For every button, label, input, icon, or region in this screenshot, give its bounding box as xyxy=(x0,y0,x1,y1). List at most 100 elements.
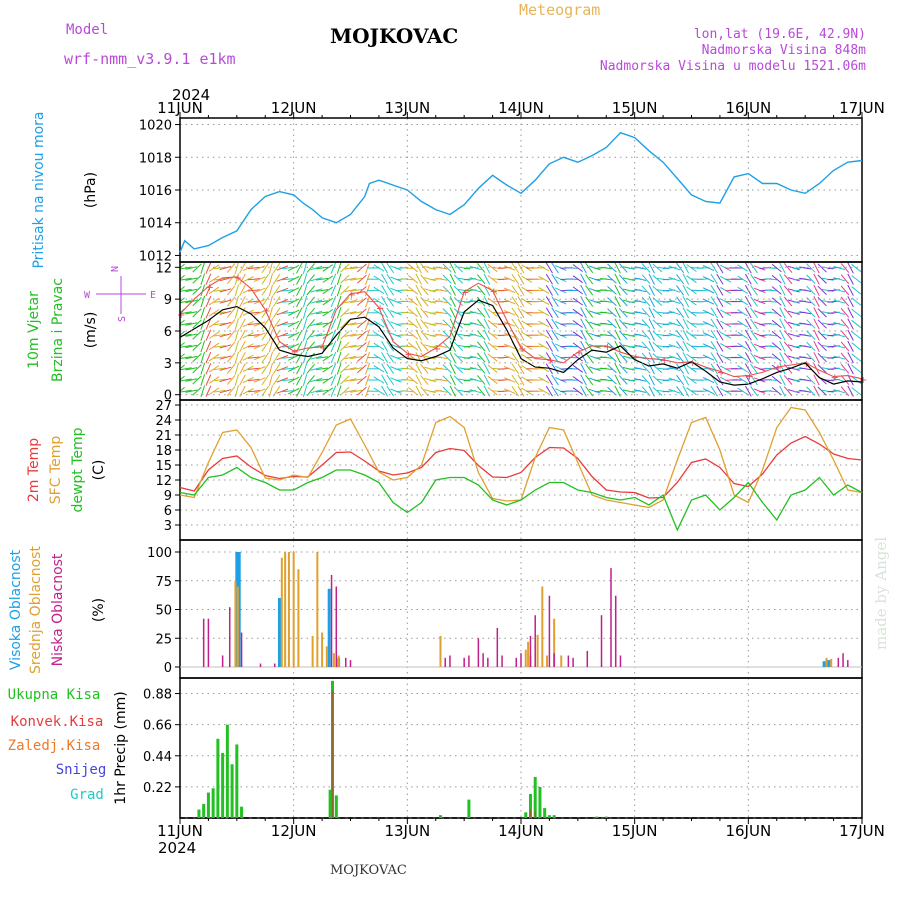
wind-barb xyxy=(356,297,367,306)
cloud-bar xyxy=(477,638,480,667)
wind-barb xyxy=(696,267,709,269)
wind-barb xyxy=(310,355,323,360)
wind-barb xyxy=(517,374,525,386)
wind-barb xyxy=(226,263,236,273)
cloud-bar xyxy=(524,649,527,667)
wind-barb xyxy=(682,296,690,308)
wind-barb xyxy=(817,285,827,295)
wind-barb xyxy=(420,285,429,296)
wind-barb xyxy=(253,276,266,282)
wind-barb xyxy=(813,329,820,341)
wind-barb xyxy=(442,263,452,273)
wind-barb xyxy=(306,274,315,285)
cloud-ylabel: (%) xyxy=(91,598,107,622)
wind-barb xyxy=(247,300,260,303)
wind-barb xyxy=(213,345,226,348)
wind-barb xyxy=(634,266,647,270)
wind-barb xyxy=(226,363,236,374)
wind-barb xyxy=(208,365,220,373)
cloud-bar xyxy=(847,660,849,667)
wind-barb xyxy=(600,378,613,382)
wind-tick-label: 9 xyxy=(164,293,172,308)
cloud-tick-label: 100 xyxy=(147,546,172,561)
wind-barb xyxy=(340,364,350,374)
wind-gust-marker: + xyxy=(433,344,441,355)
wind-barb xyxy=(302,306,308,319)
wind-barb xyxy=(806,341,816,352)
wind-barb xyxy=(771,286,782,295)
wind-barb xyxy=(316,311,329,315)
pressure-tick-label: 1012 xyxy=(139,249,172,264)
wind-barb xyxy=(652,364,663,374)
wind-barb xyxy=(702,332,715,339)
wind-barb xyxy=(572,353,583,362)
wind-barb xyxy=(442,308,452,318)
wind-barb xyxy=(420,341,429,352)
wind-barb xyxy=(449,363,456,375)
wind-barb xyxy=(799,344,812,348)
wind-barb xyxy=(833,288,846,293)
wind-barb xyxy=(442,386,452,396)
cloud-bar xyxy=(553,618,556,667)
wind-barb xyxy=(247,345,260,348)
wind-barb xyxy=(545,296,553,307)
wind-gust-marker: + xyxy=(575,348,583,359)
wind-barb xyxy=(676,318,685,330)
wind-barb xyxy=(545,374,553,386)
wind-barb xyxy=(799,333,812,337)
wind-barb xyxy=(607,364,617,374)
wind-barb xyxy=(336,318,342,330)
wind-barb xyxy=(469,366,482,371)
wind-barb xyxy=(503,377,516,383)
wind-barb xyxy=(817,364,827,374)
x-tick-label-top: 16JUN xyxy=(725,99,771,117)
wind-barb xyxy=(192,263,202,273)
wind-barb xyxy=(851,308,862,317)
wind-barb xyxy=(415,385,422,397)
wind-barb xyxy=(750,352,758,363)
wind-barb xyxy=(306,375,315,385)
wind-barb xyxy=(676,296,685,307)
wind-barb xyxy=(344,299,357,304)
cloud-bar xyxy=(345,657,347,667)
cloud-bar xyxy=(572,657,574,667)
wind-barb xyxy=(185,277,198,281)
temperature-tick-label: 21 xyxy=(155,429,172,444)
wind-barb xyxy=(180,389,192,393)
wind-barb xyxy=(851,331,862,340)
wind-barb xyxy=(676,352,685,363)
x-tick-label-top: 17JUN xyxy=(839,99,885,117)
wind-barb xyxy=(316,378,329,382)
wind-barb xyxy=(503,287,516,294)
cloud-bar xyxy=(827,660,831,667)
wind-barb xyxy=(234,362,239,375)
wind-barb xyxy=(551,341,559,352)
wind-barb xyxy=(607,386,617,396)
wind-barb xyxy=(356,353,367,362)
wind-barb xyxy=(234,284,239,297)
wind-barb xyxy=(614,262,621,274)
wind-barb xyxy=(702,309,715,316)
wind-barb xyxy=(435,311,448,315)
wind-barb xyxy=(648,307,655,319)
wind-barb xyxy=(618,341,628,352)
wind-barb xyxy=(386,341,395,352)
wind-barb xyxy=(373,320,385,328)
wind-barb xyxy=(750,330,758,341)
wind-barb xyxy=(268,262,273,274)
wind-barb xyxy=(771,353,782,362)
wind-barb xyxy=(607,353,617,362)
wind-barb xyxy=(477,274,486,285)
precip-total-bar xyxy=(524,812,528,818)
cloud-bar xyxy=(614,595,617,667)
wind-ylabel: (m/s) xyxy=(83,312,99,349)
wind-barb xyxy=(469,288,482,293)
wind-barb xyxy=(205,385,212,397)
wind-barb xyxy=(607,319,617,329)
wind-barb xyxy=(622,344,635,349)
model-elevation-label: Nadmorska Visina u modelu 1521.06m xyxy=(600,59,866,74)
wind-barb xyxy=(281,356,295,359)
wind-barb xyxy=(180,300,192,304)
wind-barb xyxy=(208,320,220,328)
wind-barb xyxy=(648,284,655,296)
